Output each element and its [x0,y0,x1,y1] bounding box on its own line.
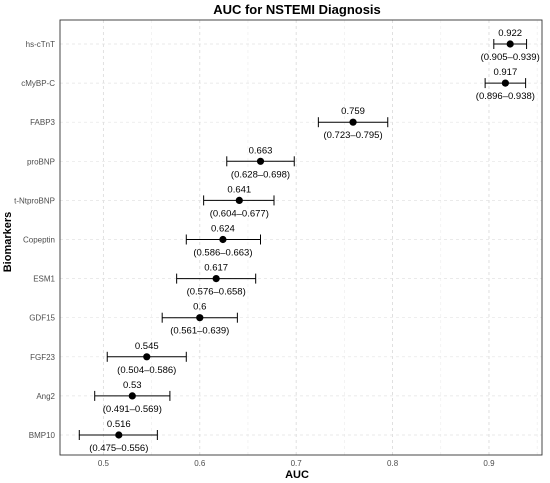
ci-range-label: (0.475–0.556) [89,443,148,454]
auc-point [501,79,509,87]
y-tick-label: t-NtproBNP [14,196,55,205]
auc-point [219,235,227,244]
x-tick-label: 0.8 [387,459,399,468]
x-tick-label: 0.7 [291,459,303,468]
auc-value-label: 0.53 [123,380,142,391]
auc-point [506,40,514,48]
auc-value-label: 0.617 [204,263,228,274]
y-tick-label: cMyBP-C [21,79,55,88]
chart-title: AUC for NSTEMI Diagnosis [213,2,381,17]
ci-range-label: (0.723–0.795) [323,130,382,141]
plot-border [59,19,543,456]
auc-point [143,353,151,361]
y-tick-label: FABP3 [30,118,55,127]
auc-point [196,314,204,322]
auc-value-label: 0.917 [493,67,517,78]
y-tick-label: BMP10 [29,431,56,440]
x-tick-label: 0.5 [98,459,110,468]
ci-range-label: (0.628–0.698) [231,169,290,180]
ci-range-label: (0.905–0.939) [481,52,540,63]
auc-point [212,275,220,283]
ci-range-label: (0.504–0.586) [117,365,176,376]
auc-value-label: 0.6 [193,302,206,313]
ci-range-label: (0.491–0.569) [103,404,162,415]
ci-range-label: (0.604–0.677) [210,208,269,219]
y-tick-label: hs-cTnT [26,40,55,49]
y-tick-label: Copeptin [23,236,55,245]
x-axis-title: AUC [285,469,309,481]
x-tick-label: 0.6 [194,459,206,468]
ci-range-label: (0.896–0.938) [476,91,535,102]
x-tick-label: 0.9 [483,459,495,468]
auc-value-label: 0.641 [227,184,251,195]
ci-range-label: (0.586–0.663) [193,248,252,259]
y-tick-label: GDF15 [29,314,55,323]
auc-value-label: 0.624 [211,224,235,235]
auc-point [235,196,243,204]
auc-value-label: 0.759 [341,106,365,117]
auc-value-label: 0.545 [135,341,159,352]
auc-point [349,118,357,126]
auc-value-label: 0.516 [107,419,131,430]
ci-range-label: (0.561–0.639) [170,326,229,337]
auc-value-label: 0.922 [498,28,522,39]
y-tick-label: proBNP [27,157,55,166]
y-tick-label: FGF23 [30,353,55,362]
auc-value-label: 0.663 [249,145,273,156]
auc-point [115,431,123,439]
auc-point [128,392,136,400]
y-tick-label: Ang2 [36,392,55,401]
auc-point [256,157,265,165]
y-tick-label: ESM1 [33,275,55,284]
y-axis-title: Biomarkers [2,212,14,273]
ci-range-label: (0.576–0.658) [187,287,246,298]
